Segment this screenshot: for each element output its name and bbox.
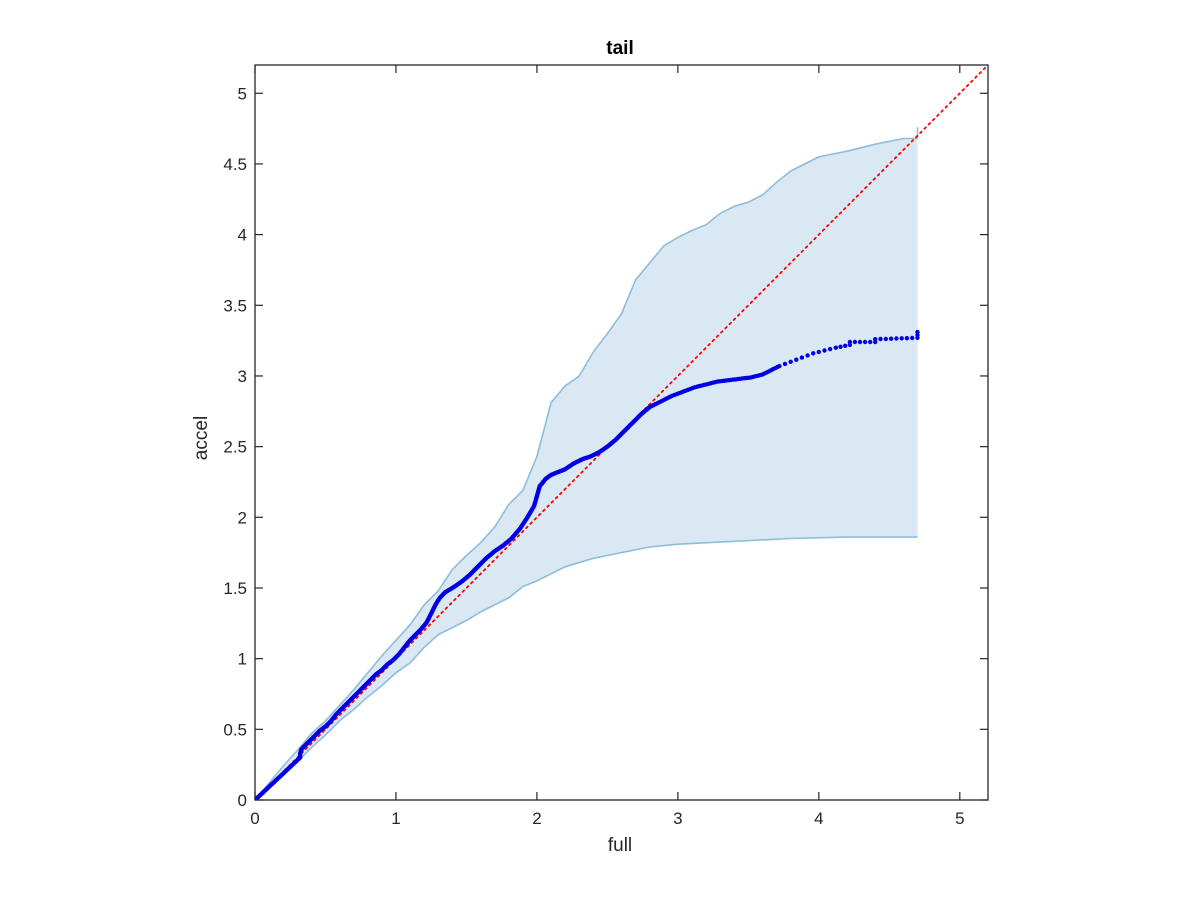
data-point <box>878 336 883 342</box>
data-point <box>788 359 793 364</box>
data-point <box>822 348 827 353</box>
data-points <box>255 329 920 800</box>
data-point <box>847 339 853 345</box>
x-axis-label: full <box>608 835 632 856</box>
x-tick-label: 3 <box>673 809 682 828</box>
reference-line <box>255 65 988 800</box>
y-tick-label: 3 <box>238 367 247 386</box>
data-point <box>799 355 805 360</box>
y-tick-label: 0.5 <box>223 720 247 739</box>
data-point <box>894 336 899 341</box>
band-upper-edge <box>255 127 919 800</box>
data-point <box>777 363 782 369</box>
data-point <box>833 345 838 350</box>
x-tick-label: 4 <box>814 809 823 828</box>
data-point <box>816 349 821 355</box>
data-point <box>805 353 810 358</box>
y-tick-label: 4 <box>238 226 247 245</box>
x-tick-label: 5 <box>955 809 964 828</box>
data-point <box>857 339 863 345</box>
y-tick-label: 2 <box>238 508 247 527</box>
y-tick-label: 4.5 <box>223 155 247 174</box>
y-tick-label: 0 <box>238 791 247 810</box>
plot-content <box>255 65 988 800</box>
data-point <box>843 343 848 348</box>
data-point <box>868 339 873 345</box>
chart-title: tail <box>606 38 633 59</box>
band-lower-edge <box>255 536 918 800</box>
axes: 0 1 2 3 4 5 0 0.5 1 1.5 2 2.5 3 3.5 4 4.5 5 <box>223 64 989 828</box>
data-point <box>838 344 843 349</box>
data-point <box>888 336 894 341</box>
x-tick-label: 0 <box>250 809 259 828</box>
y-tick-label: 5 <box>238 84 247 103</box>
y-tick-label: 1 <box>238 650 247 669</box>
y-tick-label: 3.5 <box>223 296 247 315</box>
data-point <box>883 336 888 342</box>
data-point <box>782 361 788 367</box>
plot-area <box>255 65 988 800</box>
x-tick-label: 2 <box>532 809 541 828</box>
data-point <box>827 346 833 352</box>
axes-box <box>254 64 989 801</box>
y-tick-label: 1.5 <box>223 579 247 598</box>
data-point <box>915 329 920 335</box>
data-point <box>811 351 816 356</box>
data-point <box>794 357 799 362</box>
data-point <box>899 336 904 341</box>
y-tick-label: 2.5 <box>223 438 247 457</box>
data-point <box>852 339 858 345</box>
data-point <box>910 335 915 341</box>
data-point <box>873 337 878 342</box>
y-axis-label: accel <box>191 416 212 460</box>
data-point <box>904 336 910 341</box>
data-point <box>862 339 868 345</box>
x-tick-label: 1 <box>391 809 400 828</box>
